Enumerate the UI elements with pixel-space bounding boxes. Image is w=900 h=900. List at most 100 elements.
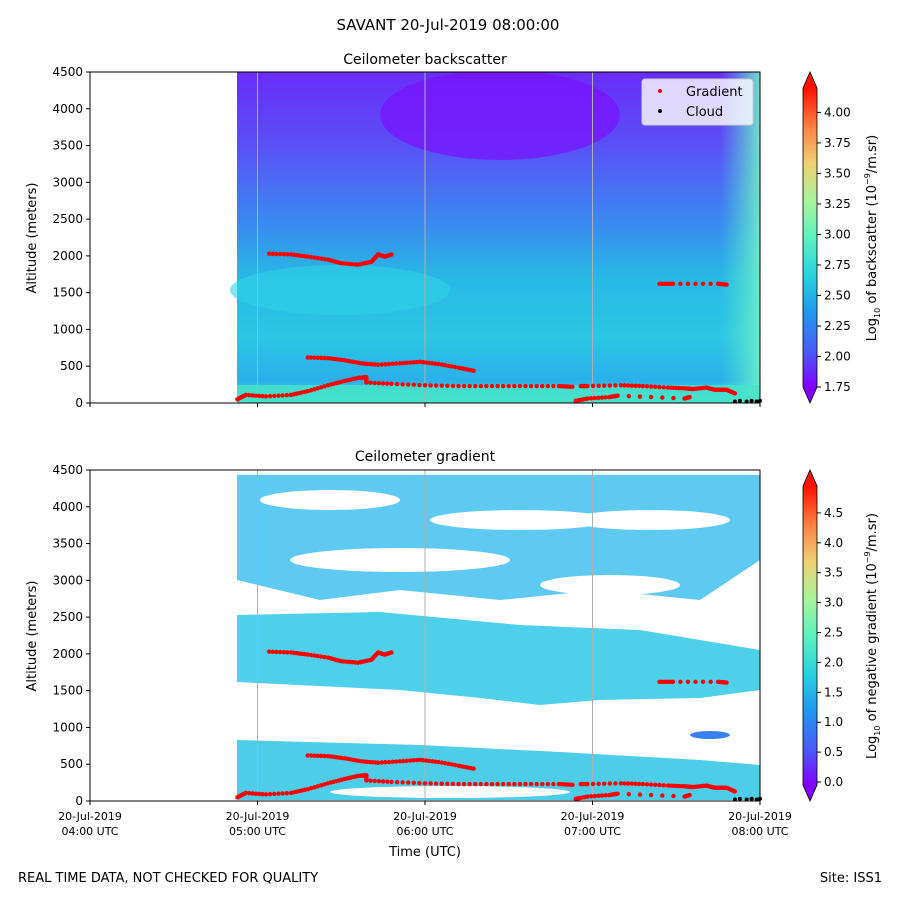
gradient-point: [693, 679, 698, 685]
gradient-point: [312, 387, 317, 392]
gradient-point: [618, 383, 624, 388]
xtick-label-date: 20-Jul-2019: [728, 810, 792, 823]
gradient-point: [640, 781, 645, 787]
gradient-point: [281, 251, 286, 257]
backscatter-field: [230, 72, 760, 403]
gradient-point: [308, 254, 314, 260]
colorbar2-label: Log10 of negative gradient (10−9/m.sr): [863, 513, 882, 759]
gradient-point: [318, 256, 324, 261]
gradient-point: [305, 254, 310, 259]
gradient-point: [414, 359, 419, 365]
gradient-point: [439, 781, 444, 786]
backscatter-ylabel: Altitude (meters): [25, 183, 40, 294]
gradient-point: [671, 793, 676, 799]
backscatter-xticks: [89, 403, 761, 407]
gradient-point: [602, 781, 607, 786]
gradient-point: [506, 781, 511, 787]
gradient-point: [473, 383, 478, 389]
gradient-point: [708, 281, 713, 287]
colorbar1-label-pre: Log: [865, 318, 880, 341]
gradient-point: [380, 779, 386, 784]
gradient-point: [411, 780, 417, 786]
colorbar2-upper-extend: [803, 470, 817, 486]
gradient-point: [512, 383, 517, 389]
gradient-point: [445, 781, 450, 787]
gradient-point: [272, 393, 277, 399]
gradient-point: [246, 790, 252, 796]
gradient-point: [394, 361, 399, 366]
gradient-point: [404, 758, 409, 763]
backscatter-surface-band: [237, 385, 760, 403]
backscatter-legend: Gradient Cloud: [641, 78, 754, 126]
gradient-point: [406, 780, 411, 785]
gradient-point: [590, 383, 596, 389]
gradient-point: [284, 392, 290, 398]
gradient-point: [428, 781, 433, 786]
gradient-point: [277, 251, 283, 257]
gradient-point: [308, 753, 314, 758]
gradient-point: [407, 360, 413, 365]
gradient-point: [246, 392, 252, 398]
colorbar2-ticks: 0.0 0.5 1.0 1.5 2.0 2.5 3.0 3.5 4.0 4.5: [817, 506, 843, 789]
gradient-point: [585, 781, 590, 787]
gradient-point: [588, 396, 594, 401]
gradient-point: [615, 393, 620, 398]
gradient-point: [404, 360, 409, 365]
gradient-point: [322, 256, 327, 262]
gradient-point: [312, 653, 317, 658]
cloud-point: [749, 796, 754, 801]
gradient-point: [439, 383, 444, 388]
ytick-label: 4000: [52, 102, 83, 116]
gradient-point: [368, 778, 373, 783]
gradient-point: [590, 781, 596, 787]
gradient-point: [484, 781, 489, 787]
gradient-point: [439, 362, 444, 367]
colorbar-tick-label: 2.50: [824, 288, 851, 302]
cloud-point: [749, 398, 754, 403]
gradient-point: [394, 779, 400, 785]
gradient-point: [315, 386, 320, 391]
gradient-point: [657, 782, 662, 788]
gradient-point: [308, 786, 314, 791]
gradient-point: [312, 355, 317, 360]
backscatter-title: Ceilometer backscatter: [343, 52, 507, 68]
gradient-point: [400, 382, 405, 387]
gradient-point: [585, 383, 590, 389]
gradient-point: [445, 383, 450, 389]
gradient-point: [473, 781, 478, 787]
gradient-point: [428, 383, 433, 388]
gradient-point: [596, 395, 601, 401]
gradient-point: [450, 781, 456, 787]
gradient-point: [272, 791, 277, 797]
gradient-point: [708, 679, 713, 685]
gradient-point: [250, 393, 255, 398]
gradient-point: [495, 383, 500, 389]
gradient-layer-upper-gap3: [260, 490, 400, 510]
ytick-label: 1000: [52, 720, 83, 734]
gradient-point: [540, 383, 545, 389]
colorbar-tick-label: 1.75: [824, 380, 851, 394]
gradient-point: [379, 760, 384, 765]
gradient-point: [456, 781, 461, 787]
gradient-point: [263, 792, 269, 797]
gradient-point: [253, 791, 259, 796]
gradient-layer-low-gap: [330, 786, 570, 798]
gradient-point: [661, 385, 666, 390]
gradient-point: [422, 383, 428, 388]
gradient-point: [687, 792, 692, 798]
colorbar1-upper-extend: [803, 72, 817, 88]
gradient-point: [267, 649, 272, 654]
gradient-point: [528, 383, 534, 389]
gradient-ylabel: Altitude (meters): [25, 581, 40, 692]
ytick-label: 3500: [52, 139, 83, 153]
colorbar1-label-mid: of backscatter (10: [865, 185, 880, 308]
legend-cloud-marker: [658, 109, 662, 113]
gradient-point: [523, 383, 528, 389]
gradient-point: [318, 385, 324, 390]
gradient-point: [364, 778, 369, 783]
gradient-point: [389, 381, 394, 387]
gradient-point: [613, 781, 618, 786]
ytick-label: 0: [75, 396, 83, 410]
gradient-point: [636, 781, 642, 787]
gradient-point: [592, 395, 597, 401]
